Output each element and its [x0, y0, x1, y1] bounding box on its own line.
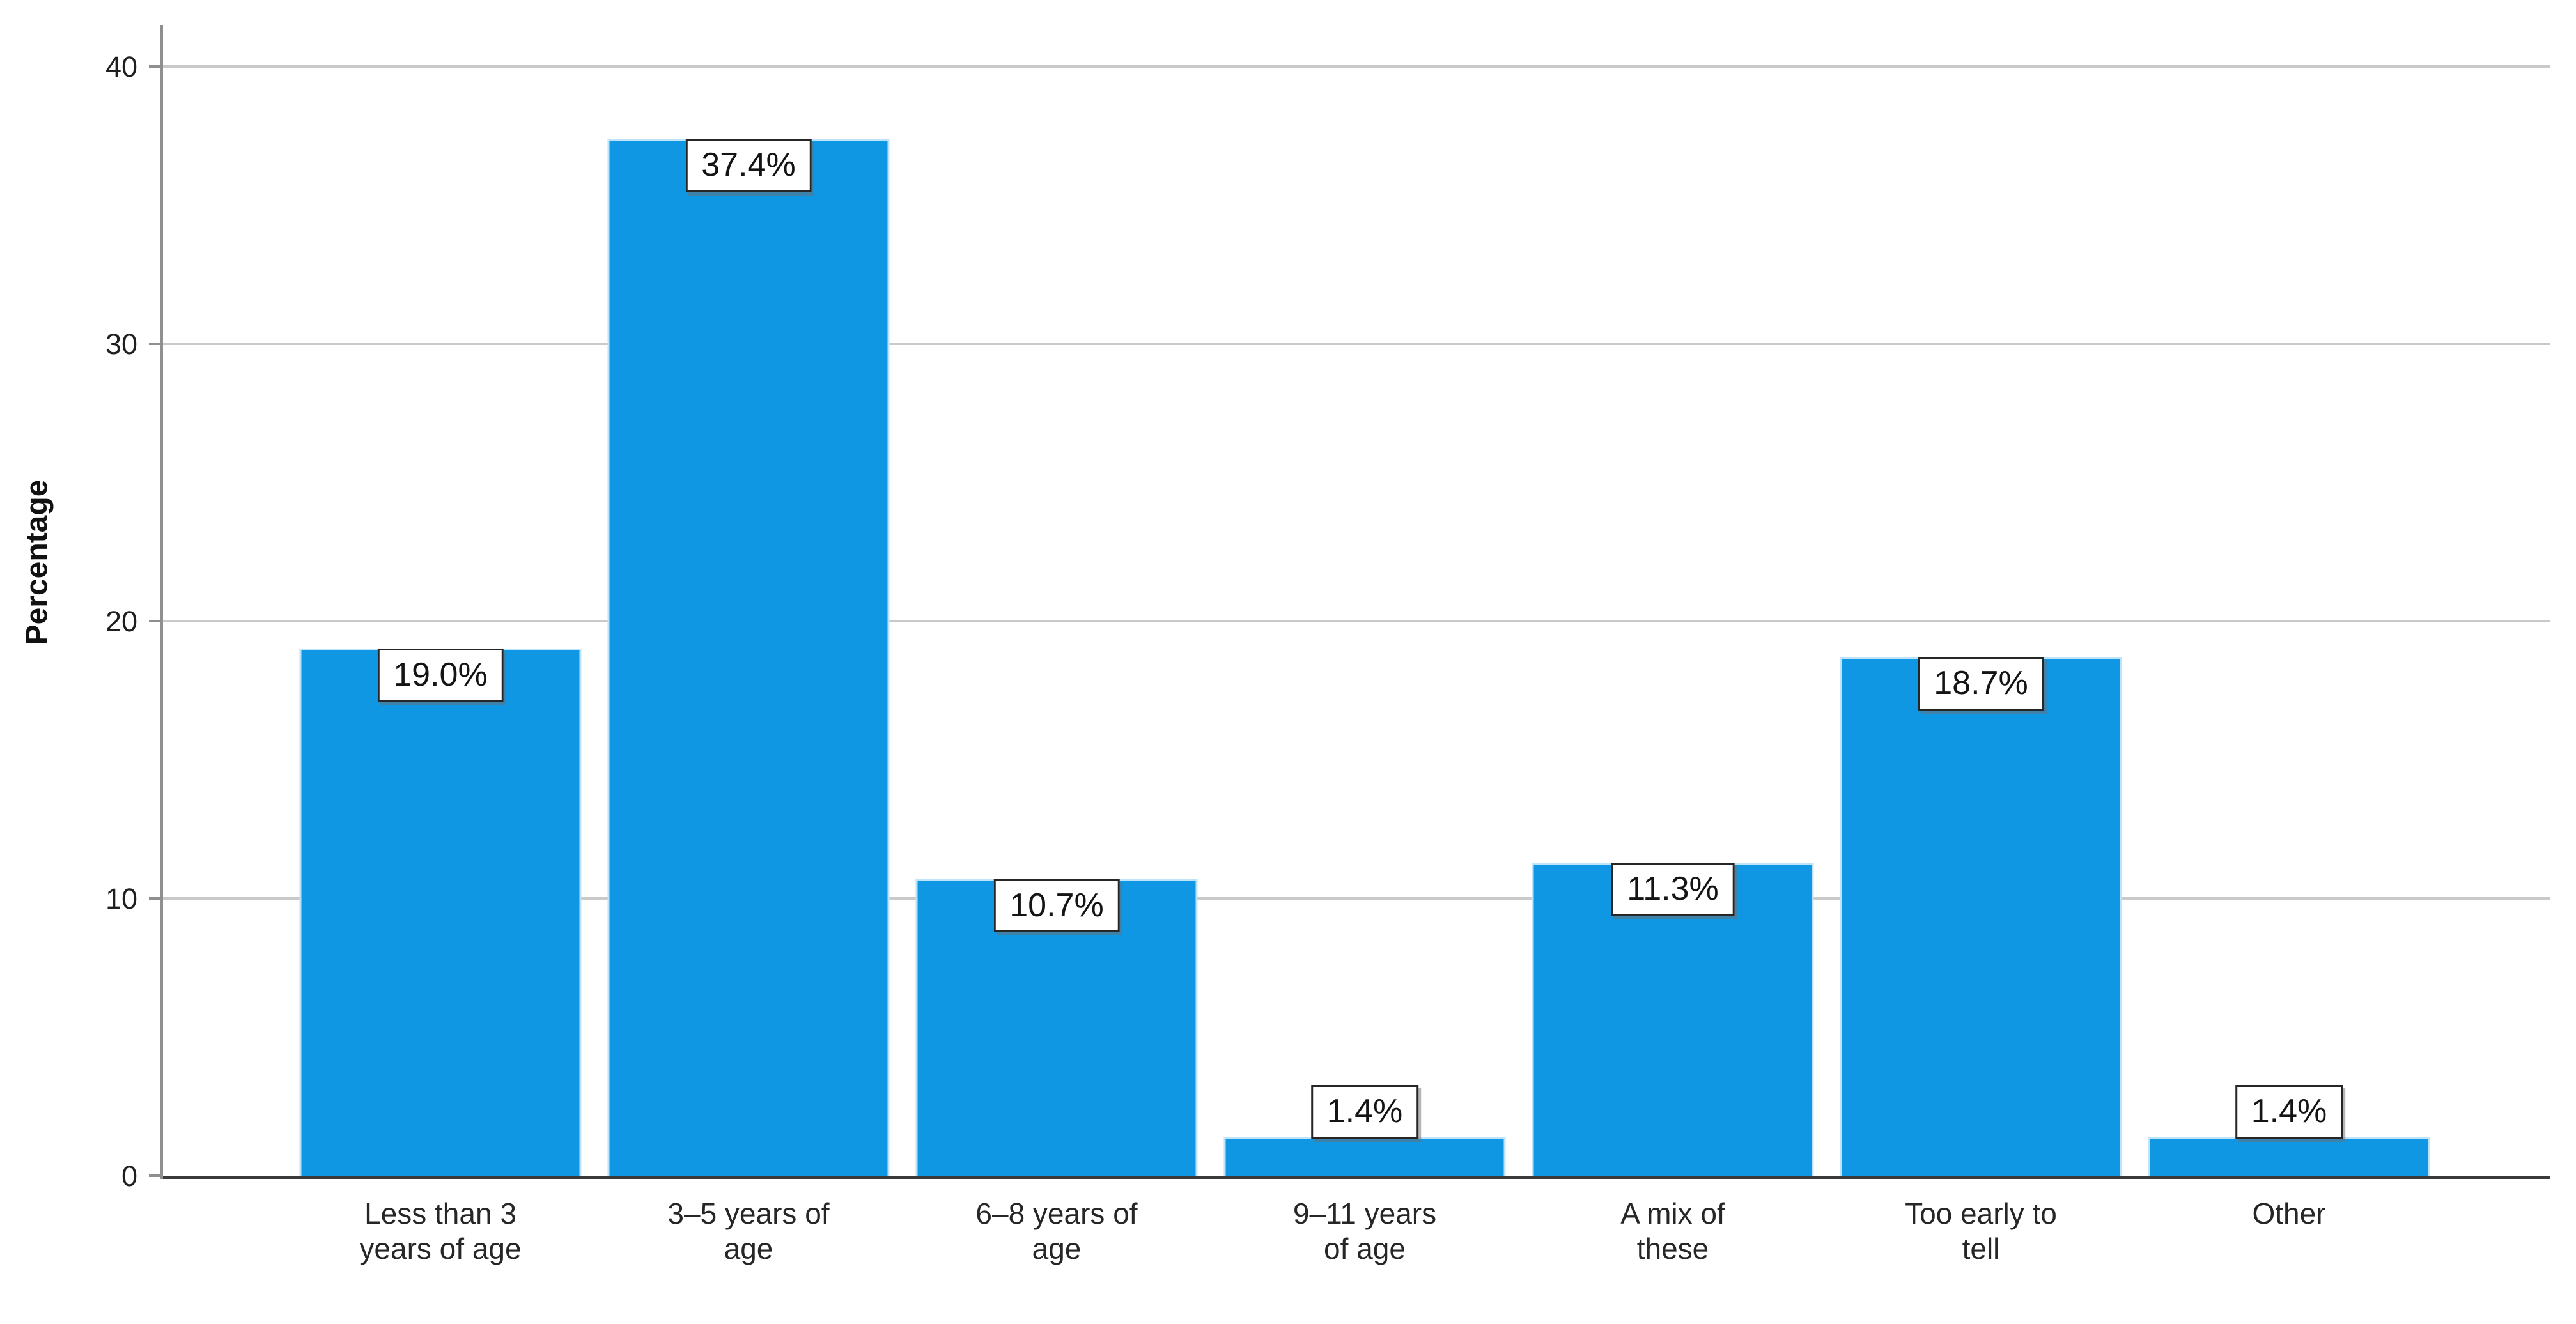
value-label: 1.4%	[2235, 1085, 2343, 1139]
category-label: Other	[2252, 1197, 2326, 1230]
y-tick-mark	[149, 343, 163, 346]
y-tick-label: 30	[105, 328, 137, 361]
y-tick-label: 20	[105, 605, 137, 638]
bar: 37.4%	[607, 138, 890, 1176]
value-label: 19.0%	[377, 649, 504, 703]
y-tick-label: 40	[105, 50, 137, 84]
category-label: 6–8 years of age	[975, 1197, 1138, 1266]
bar: 19.0%	[299, 649, 582, 1176]
value-label: 11.3%	[1611, 862, 1735, 916]
category-label: A mix of these	[1620, 1197, 1725, 1266]
category-slot: 37.4% 3–5 years of age	[594, 25, 903, 1265]
y-tick-label: 0	[121, 1160, 137, 1192]
category-slot: 1.4% 9–11 years of age	[1211, 25, 1519, 1265]
value-label: 1.4%	[1310, 1085, 1419, 1139]
category-label: Less than 3 years of age	[359, 1197, 522, 1266]
bar: 1.4%	[2148, 1085, 2430, 1176]
x-axis-line	[163, 1176, 2550, 1179]
y-tick-label: 10	[105, 882, 137, 916]
value-label: 37.4%	[685, 138, 812, 192]
y-axis-line	[160, 25, 163, 1179]
bars-layer: 19.0% Less than 3 years of age 37.4% 3–5 ye…	[286, 25, 2443, 1265]
plot-area: 19.0% Less than 3 years of age 37.4% 3–5 ye…	[160, 25, 2550, 1265]
category-label: 9–11 years of age	[1292, 1197, 1437, 1266]
gridline	[163, 897, 2550, 900]
bar: 18.7%	[1840, 657, 2122, 1176]
category-slot: 11.3% A mix of these	[1519, 25, 1827, 1265]
category-label: Too early to tell	[1905, 1197, 2057, 1266]
value-label: 10.7%	[993, 879, 1120, 933]
category-slot: 19.0% Less than 3 years of age	[286, 25, 594, 1265]
value-label: 18.7%	[1918, 657, 2044, 711]
category-slot: 18.7% Too early to tell	[1827, 25, 2135, 1265]
bar: 11.3%	[1532, 862, 1814, 1176]
category-slot: 10.7% 6–8 years of age	[903, 25, 1211, 1265]
gridline	[163, 620, 2550, 623]
y-tick-mark	[149, 620, 163, 623]
y-tick-mark	[149, 65, 163, 68]
category-label: 3–5 years of age	[667, 1197, 830, 1266]
y-tick-mark	[149, 1174, 163, 1177]
bar: 1.4%	[1223, 1085, 1506, 1176]
category-slot: 1.4% Other	[2135, 25, 2443, 1230]
gridline	[163, 65, 2550, 68]
bar: 10.7%	[915, 879, 1198, 1176]
y-tick-mark	[149, 897, 163, 900]
gridline	[163, 343, 2550, 346]
